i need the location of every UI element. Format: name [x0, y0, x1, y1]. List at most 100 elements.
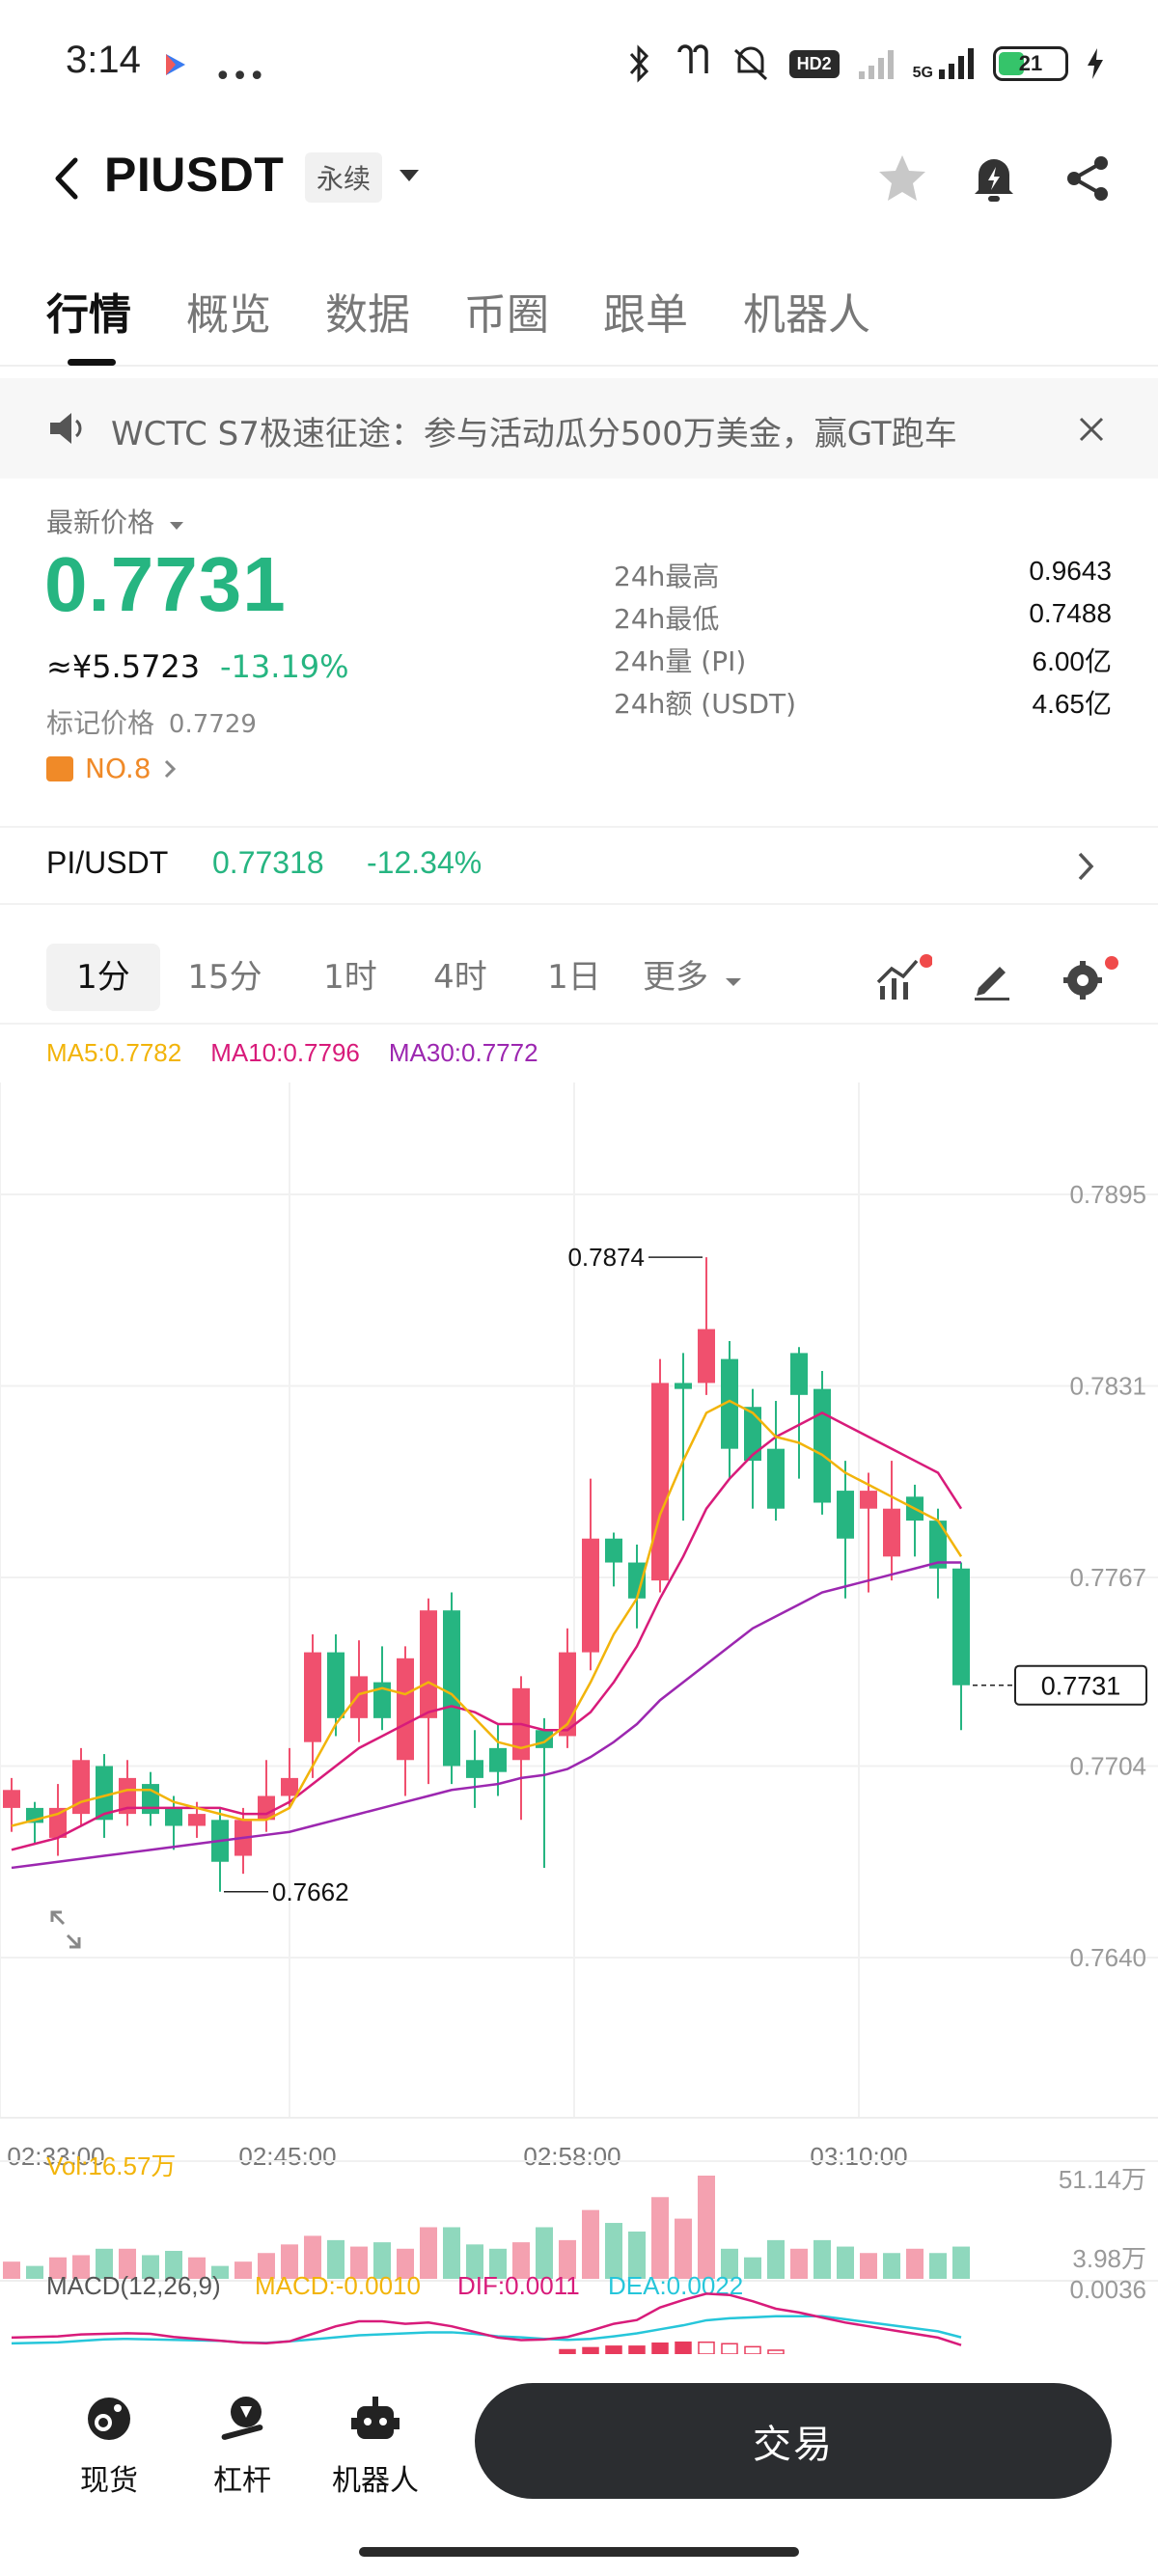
volume-bar — [744, 2257, 761, 2279]
tab-overview[interactable]: 概览 — [186, 290, 271, 340]
interval-1d[interactable]: 1日 — [547, 958, 601, 997]
volume-bar — [813, 2239, 831, 2279]
tab-market[interactable]: 行情 — [46, 290, 131, 340]
trade-button[interactable]: 交易 — [475, 2383, 1112, 2499]
volume-bar — [72, 2255, 90, 2279]
volume-bar — [165, 2251, 182, 2279]
chevron-down-icon[interactable] — [398, 168, 421, 183]
volume-bar — [883, 2253, 900, 2279]
indicator-icon[interactable] — [874, 953, 932, 1005]
volume-bar — [142, 2255, 159, 2279]
candle-body — [350, 1676, 368, 1718]
signal-5g: 5G — [913, 46, 976, 81]
volume-bar — [790, 2248, 808, 2279]
nav-margin[interactable]: 杠杆 — [189, 2393, 295, 2499]
stat-row: 24h量 (PI) 6.00亿 — [614, 645, 1112, 677]
status-icons: HD2 5G 21 — [623, 42, 1105, 85]
price-cny: ≈¥5.5723 — [46, 648, 201, 685]
macd-bar — [651, 2342, 669, 2354]
volume-bar — [767, 2239, 785, 2279]
tab-copy-trading[interactable]: 跟单 — [603, 290, 688, 340]
candle-body — [466, 1760, 483, 1778]
volume-bar — [281, 2244, 298, 2279]
interval-4h[interactable]: 4时 — [433, 958, 487, 997]
candle-body — [721, 1358, 738, 1449]
tab-data[interactable]: 数据 — [325, 290, 410, 340]
price-alert-button[interactable] — [964, 149, 1024, 208]
tab-bots[interactable]: 机器人 — [743, 290, 870, 340]
bell-icon — [975, 159, 1013, 202]
rank-link[interactable]: NO.8 — [46, 753, 177, 784]
spot-icon — [88, 2398, 130, 2440]
macd-bar — [721, 2343, 738, 2354]
candle-body — [952, 1568, 970, 1685]
nav-spot[interactable]: 现货 — [56, 2393, 162, 2499]
nav-bots[interactable]: 机器人 — [322, 2393, 428, 2499]
candle-body — [304, 1652, 321, 1742]
volume-bar — [443, 2227, 460, 2279]
volume-bar — [49, 2257, 67, 2279]
battery-icon: 21 — [993, 46, 1068, 81]
chart-canvas: 0.7895 0.7831 0.7767 0.7704 0.7640 0.7874 0.76… — [0, 1082, 1158, 2354]
mute-icon — [733, 46, 767, 81]
status-time: 3:14 — [66, 39, 141, 81]
interval-1m[interactable]: 1分 — [46, 944, 160, 1011]
kline-chart[interactable]: MA5:0.7782 MA10:0.7796 MA30:0.7772 0.789… — [0, 1025, 1158, 2356]
main-tabs: 行情 概览 数据 币圈 跟单 机器人 — [0, 270, 1158, 367]
ma5-legend: MA5:0.7782 — [46, 1038, 182, 1067]
y-tick-label: 0.7767 — [1069, 1563, 1146, 1592]
active-tab-indicator — [68, 359, 116, 366]
spot-pair-name: PI/USDT — [46, 845, 169, 880]
interval-1h[interactable]: 1时 — [323, 958, 377, 997]
chevron-right-icon — [1078, 852, 1094, 881]
macd-bar — [675, 2341, 692, 2354]
draw-tool-icon[interactable] — [971, 957, 1013, 1001]
macd-bar — [744, 2345, 761, 2354]
interval-15m[interactable]: 15分 — [187, 958, 262, 997]
y-tick-label: 0.7831 — [1069, 1372, 1146, 1401]
expand-icon — [50, 1910, 81, 1949]
stat-row: 24h额 (USDT) 4.65亿 — [614, 688, 1112, 720]
x-tick-label: 02:33:00 — [7, 2142, 104, 2171]
share-button[interactable] — [1058, 149, 1117, 208]
promo-banner[interactable]: WCTC S7极速征途：参与活动瓜分500万美金，赢GT跑车 — [0, 378, 1158, 479]
latest-price-label[interactable]: 最新价格 — [46, 502, 184, 540]
volume-bar — [327, 2239, 345, 2279]
volume-bar — [234, 2261, 252, 2279]
volume-bar — [397, 2248, 414, 2279]
volume-bar — [837, 2246, 854, 2279]
contract-type-tag[interactable]: 永续 — [305, 152, 383, 203]
volume-bar — [258, 2253, 275, 2279]
price-change-pct: -13.19% — [220, 648, 349, 685]
macd-bar — [698, 2341, 715, 2354]
home-indicator[interactable] — [359, 2547, 799, 2557]
stats-panel: 24h最高 0.9643 24h最低 0.7488 24h量 (PI) 6.00… — [614, 556, 1112, 726]
candle-body — [489, 1747, 507, 1772]
stat-row: 24h最低 0.7488 — [614, 598, 1112, 635]
volume-tick-label: 3.98万 — [1072, 2244, 1146, 2273]
settings-gear-icon[interactable] — [1060, 953, 1121, 1005]
candle-body — [790, 1353, 808, 1395]
volume-bar — [860, 2253, 877, 2279]
volume-bar — [466, 2244, 483, 2279]
candle-body — [397, 1658, 414, 1761]
favorite-button[interactable] — [872, 149, 932, 208]
close-icon[interactable] — [1077, 415, 1106, 444]
bluetooth-icon — [629, 44, 648, 83]
earbuds-icon — [676, 44, 708, 73]
chevron-down-icon — [725, 978, 741, 986]
interval-more[interactable]: 更多 — [643, 944, 768, 1011]
macd-tick-label: 0.0036 — [1069, 2275, 1146, 2304]
spot-pair-row[interactable]: PI/USDT 0.77318 -12.34% — [0, 826, 1158, 905]
chevron-right-icon — [164, 759, 176, 778]
volume-bar — [119, 2248, 136, 2279]
candle-body — [420, 1610, 437, 1718]
macd-value: MACD:-0.0010 — [255, 2271, 421, 2300]
volume-bar — [721, 2248, 738, 2279]
x-tick-label: 03:10:00 — [810, 2142, 907, 2171]
macd-bar — [628, 2345, 646, 2354]
hd-badge: HD2 — [788, 49, 840, 78]
candle-body — [837, 1491, 854, 1539]
back-button[interactable] — [46, 154, 85, 203]
tab-community[interactable]: 币圈 — [464, 290, 549, 340]
